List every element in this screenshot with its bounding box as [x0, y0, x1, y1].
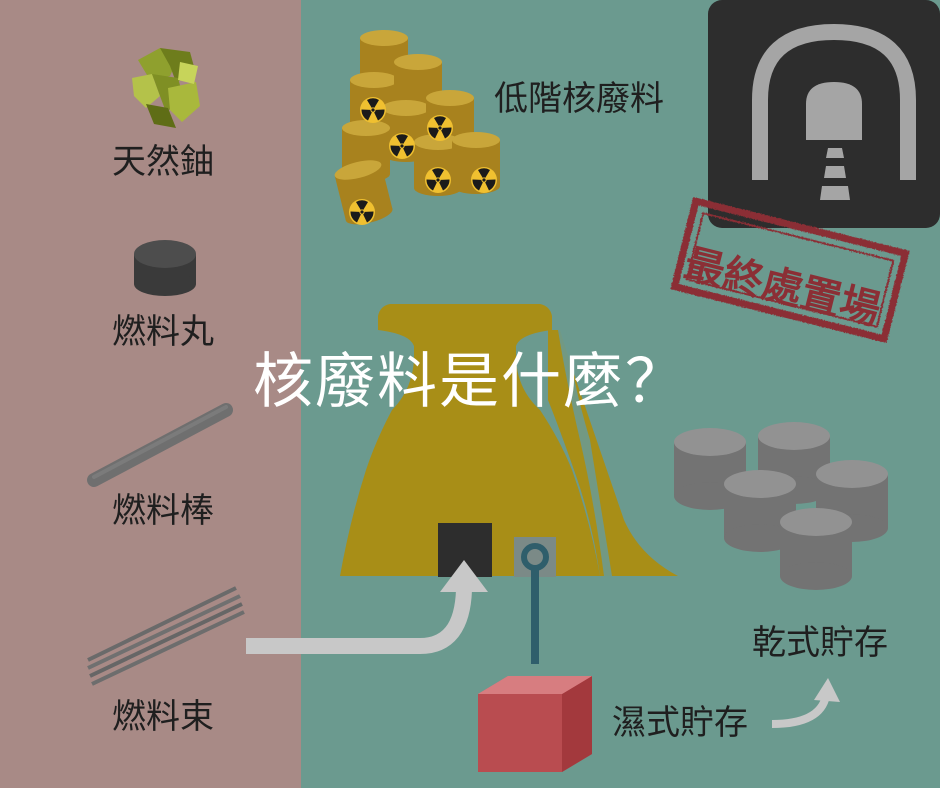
arrow-to-reactor-head — [440, 560, 488, 592]
arrow-wet-to-dry — [771, 694, 830, 728]
label-fuel-rod: 燃料棒 — [112, 491, 214, 531]
final-disposal-stamp — [670, 196, 910, 344]
label-wet-storage: 濕式貯存 — [612, 703, 748, 743]
cooling-tower-icon — [340, 304, 678, 577]
fuel-rod-icon — [87, 403, 233, 487]
arrow-wet-to-dry-head — [814, 678, 840, 702]
label-fuel-pellet: 燃料丸 — [112, 312, 214, 352]
label-low-level-waste: 低階核廢料 — [494, 79, 664, 119]
uranium-ore-icon — [132, 48, 200, 128]
arrow-to-reactor — [246, 589, 472, 654]
label-fuel-bundle: 燃料束 — [112, 697, 214, 737]
label-natural-uranium: 天然鈾 — [112, 142, 214, 182]
storage-pool-icon — [478, 676, 592, 772]
fuel-pellet-icon — [134, 240, 196, 296]
label-dry-storage: 乾式貯存 — [752, 623, 888, 663]
fuel-bundle-icon — [87, 586, 245, 686]
tunnel-icon — [708, 0, 940, 228]
page-title: 核廢料是什麼？ — [253, 347, 687, 417]
